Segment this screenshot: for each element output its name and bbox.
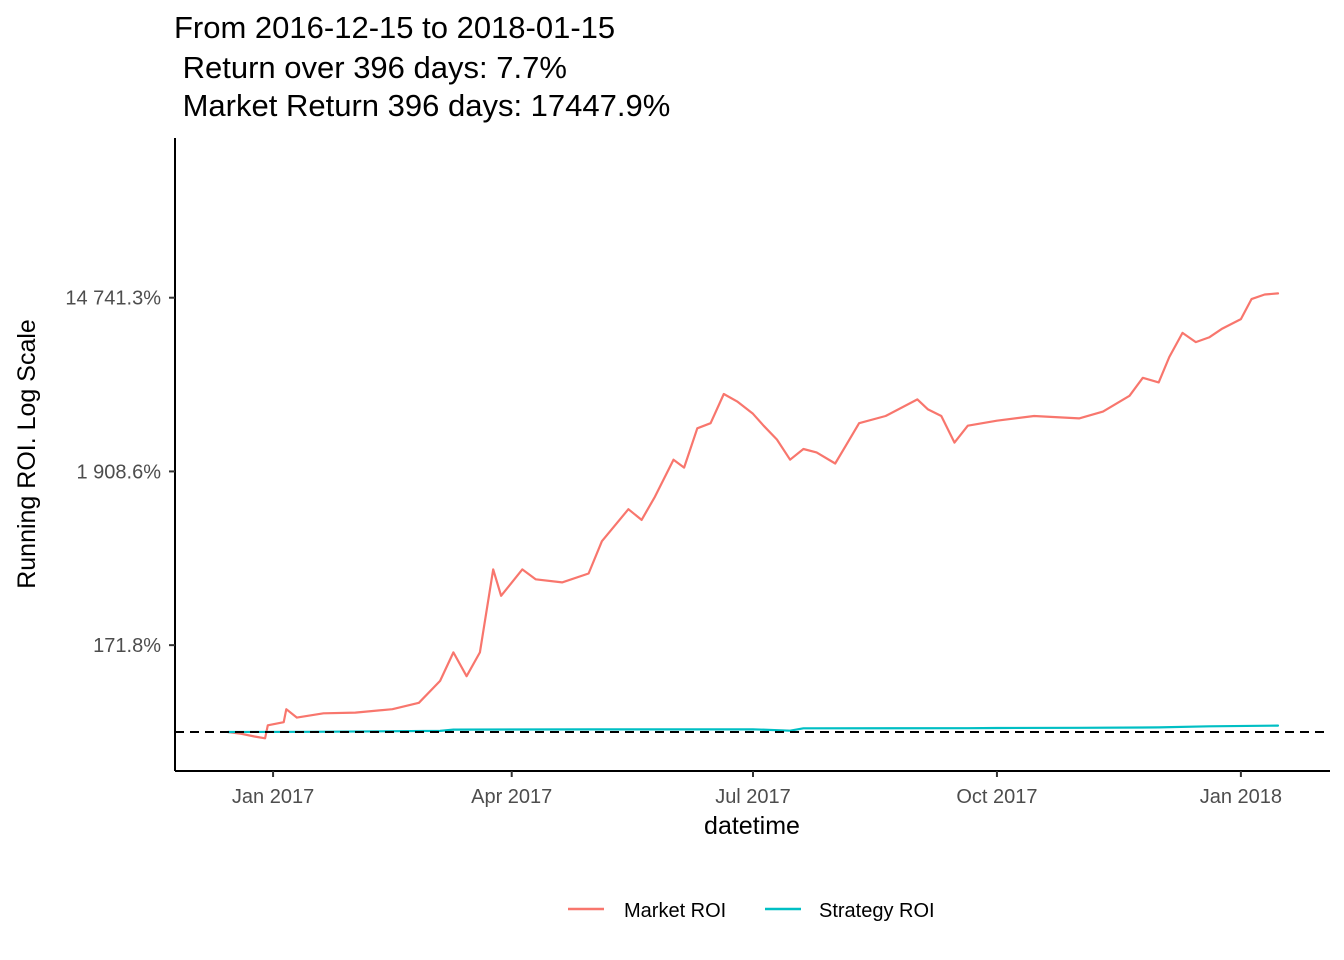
chart-title-line-2: Return over 396 days: 7.7% — [174, 50, 567, 85]
legend-label-strategy-roi: Strategy ROI — [819, 900, 935, 922]
plot-area: 171.8% 1 908.6% 14 741.3% Jan 2017 Apr 2017… — [65, 138, 1330, 808]
x-axis-title: datetime — [704, 812, 800, 840]
series-layer — [226, 292, 1280, 740]
legend-label-market-roi: Market ROI — [624, 900, 726, 922]
y-tick-label: 14 741.3% — [65, 288, 161, 310]
x-tick-label: Jan 2017 — [232, 786, 314, 808]
y-tick-label: 1 908.6% — [76, 461, 161, 483]
series-line-market-roi — [226, 292, 1280, 740]
x-tick-label: Apr 2017 — [471, 786, 552, 808]
y-tick-label: 171.8% — [93, 635, 161, 657]
chart-title-line-1: From 2016-12-15 to 2018-01-15 — [174, 10, 615, 45]
y-axis-ticks: 171.8% 1 908.6% 14 741.3% — [65, 288, 175, 657]
x-tick-label: Jan 2018 — [1200, 786, 1282, 808]
x-tick-label: Jul 2017 — [715, 786, 791, 808]
legend: Market ROI Strategy ROI — [568, 900, 935, 922]
y-axis-title: Running ROI. Log Scale — [13, 319, 41, 589]
series-line-strategy-roi — [226, 724, 1280, 734]
x-tick-label: Oct 2017 — [956, 786, 1037, 808]
chart-title-line-3: Market Return 396 days: 17447.9% — [174, 88, 670, 123]
x-axis-ticks: Jan 2017 Apr 2017 Jul 2017 Oct 2017 Jan 2018 — [232, 771, 1282, 808]
